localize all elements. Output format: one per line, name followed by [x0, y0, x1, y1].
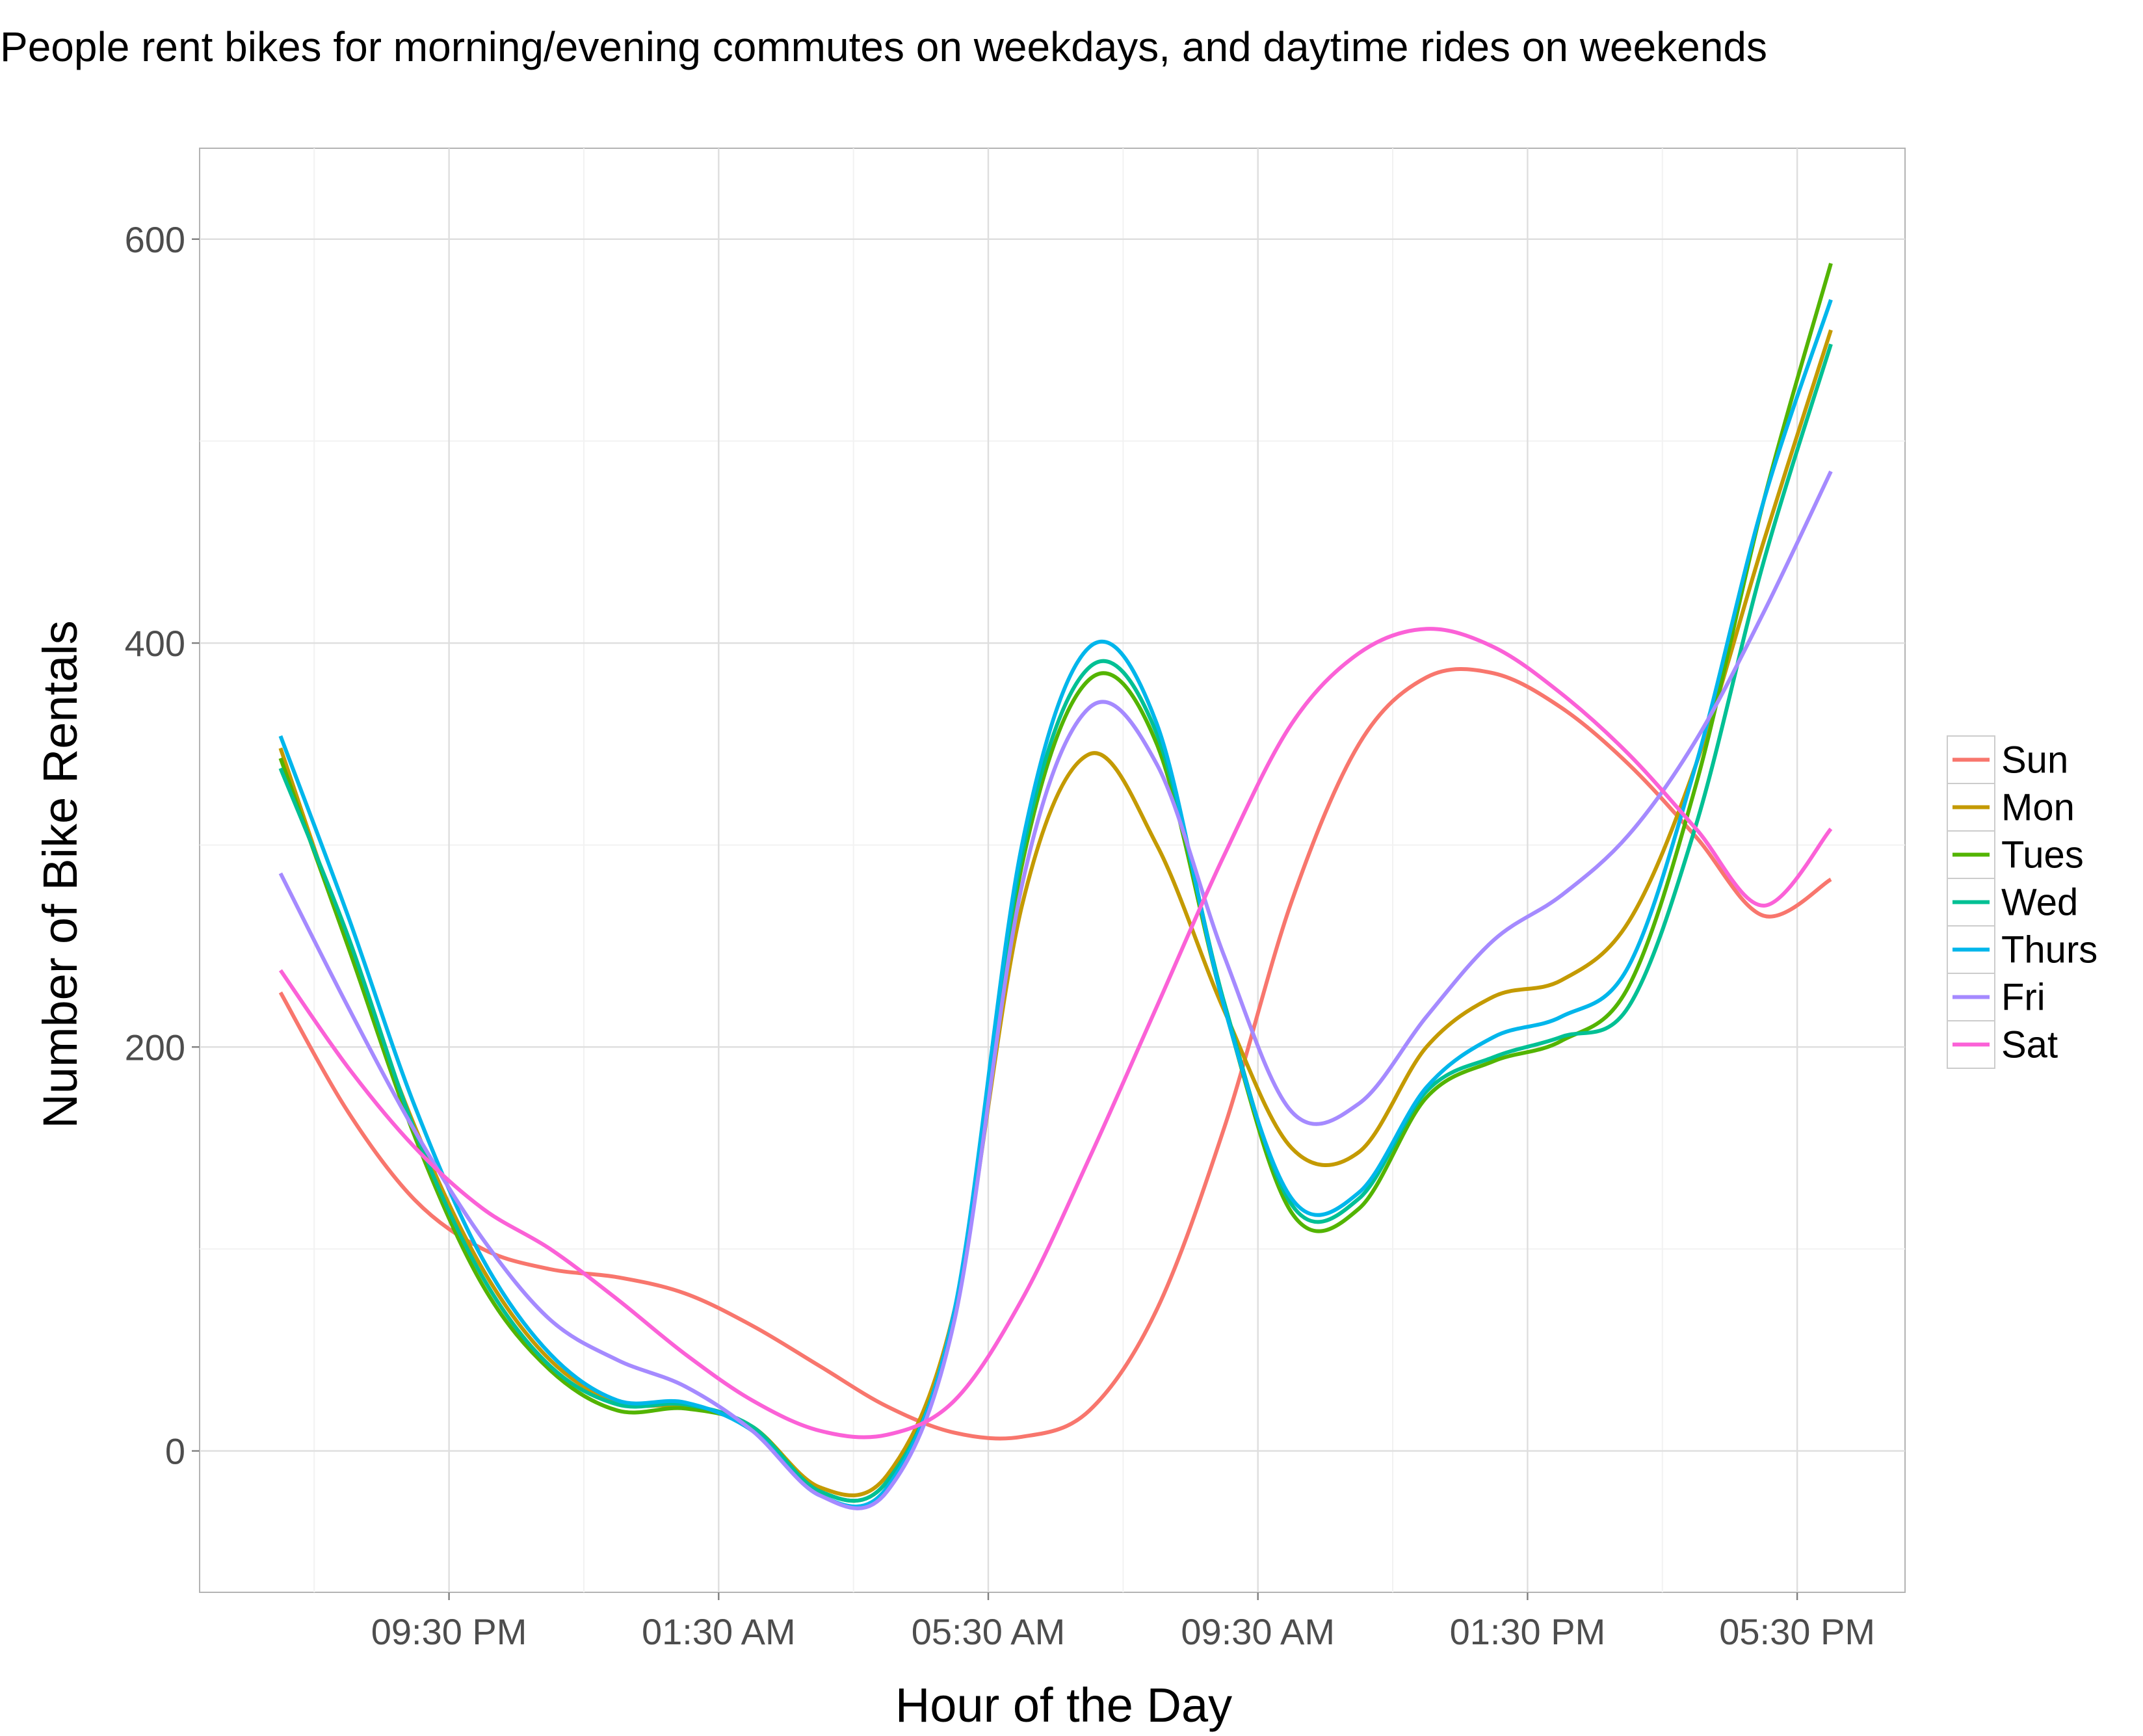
y-tick-label: 200 [125, 1027, 185, 1068]
series-line-sat [278, 627, 1833, 1440]
x-tick-label: 01:30 AM [642, 1611, 796, 1652]
series-line-thurs [278, 299, 1833, 1508]
x-tick-label: 09:30 AM [1181, 1611, 1335, 1652]
plot-panel [199, 148, 1906, 1593]
x-tick-label: 09:30 PM [371, 1611, 527, 1652]
x-tick-label: 05:30 PM [1719, 1611, 1875, 1652]
series-line-mon [278, 329, 1833, 1497]
chart-title: People rent bikes for morning/evening co… [0, 23, 1767, 70]
legend-label: Tues [2001, 834, 2084, 876]
series-line-wed [278, 343, 1833, 1503]
x-tick-label: 01:30 PM [1450, 1611, 1606, 1652]
y-tick-label: 0 [165, 1431, 185, 1472]
x-axis-title: Hour of the Day [895, 1678, 1232, 1732]
y-tick-label: 400 [125, 623, 185, 664]
legend-label: Mon [2001, 787, 2075, 829]
y-axis-title: Number of Bike Rentals [33, 620, 87, 1128]
legend-label: Thurs [2001, 929, 2097, 971]
legend-label: Fri [2001, 977, 2045, 1019]
legend-label: Sun [2001, 739, 2068, 782]
legend-label: Wed [2001, 882, 2078, 924]
y-tick-label: 600 [125, 219, 185, 260]
legend: Sun Mon Tues Wed Thurs Fri Sat [1947, 735, 2097, 1069]
series-line-fri [278, 470, 1833, 1510]
legend-label: Sat [2001, 1024, 2058, 1066]
series-line-sun [278, 667, 1832, 1441]
x-tick-label: 05:30 AM [912, 1611, 1066, 1652]
series-line-tues [278, 263, 1833, 1503]
